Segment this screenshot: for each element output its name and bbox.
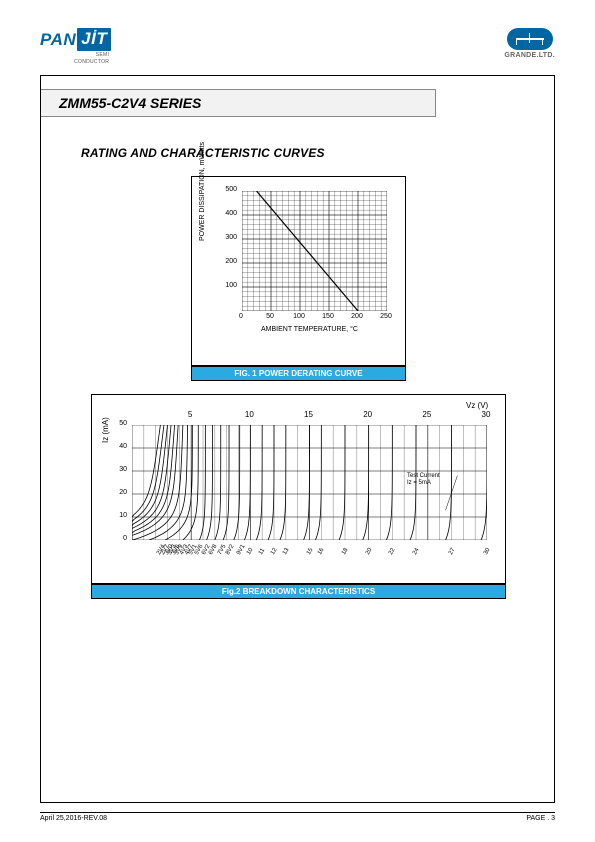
fig1-ytick: 300 bbox=[217, 234, 237, 241]
fig1-ytick: 200 bbox=[217, 258, 237, 265]
fig2-ytick: 30 bbox=[111, 466, 127, 473]
fig1-xtick: 0 bbox=[231, 313, 251, 320]
footer-page: PAGE . 3 bbox=[526, 815, 555, 822]
fig2-top-axis-label: Vz (V) bbox=[466, 401, 488, 410]
page-footer: April 25,2016-REV.08 PAGE . 3 bbox=[40, 812, 555, 822]
fig1-xtick: 50 bbox=[260, 313, 280, 320]
fig1-ytick: 500 bbox=[217, 186, 237, 193]
fig2-y-axis-label: Iz (mA) bbox=[101, 417, 110, 443]
fig2-ytick: 50 bbox=[111, 420, 127, 427]
fig1-y-axis-label: POWER DISSIPATION, mWatts bbox=[199, 142, 206, 241]
fig2-container bbox=[91, 394, 506, 584]
logo-text-jit: JİT bbox=[77, 28, 111, 51]
fig2-ytick: 0 bbox=[111, 535, 127, 542]
footer-date: April 25,2016-REV.08 bbox=[40, 815, 107, 822]
fig2-xtick-top: 20 bbox=[358, 410, 378, 419]
fig1-xtick: 150 bbox=[318, 313, 338, 320]
fig1-x-axis-label: AMBIENT TEMPERATURE, °C bbox=[261, 326, 358, 333]
fig1-xtick: 250 bbox=[376, 313, 396, 320]
logo-text-pan: PAN bbox=[40, 30, 76, 50]
fig1-xtick: 100 bbox=[289, 313, 309, 320]
title-bar: ZMM55-C2V4 SERIES bbox=[41, 89, 436, 117]
fig2-xtick-top: 5 bbox=[180, 410, 200, 419]
fig2-xtick-top: 15 bbox=[299, 410, 319, 419]
fig2-xtick-top: 25 bbox=[417, 410, 437, 419]
fig2-ytick: 20 bbox=[111, 489, 127, 496]
panjit-logo: PAN JİT SEMI CONDUCTOR bbox=[40, 28, 111, 65]
fig2-xtick-top: 10 bbox=[239, 410, 259, 419]
fig1-xtick: 200 bbox=[347, 313, 367, 320]
fig2-caption: Fig.2 BREAKDOWN CHARACTERISTICS bbox=[91, 584, 506, 599]
fig2-note-line2: Iz = 5mA bbox=[407, 480, 431, 486]
fig1-caption: FIG. 1 POWER DERATING CURVE bbox=[191, 366, 406, 381]
fig1-ytick: 400 bbox=[217, 210, 237, 217]
fig2-ytick: 40 bbox=[111, 443, 127, 450]
fig1-container bbox=[191, 176, 406, 366]
fig2-ytick: 10 bbox=[111, 512, 127, 519]
fig2-xtick-top: 30 bbox=[476, 410, 496, 419]
fig2-test-current-note: Test Current Iz = 5mA bbox=[407, 473, 440, 486]
logo-subtext-2: CONDUCTOR bbox=[74, 59, 109, 65]
grande-text: GRANDE.LTD. bbox=[504, 52, 555, 59]
logo-subtext-1: SEMI bbox=[96, 52, 109, 58]
fig1-chart bbox=[242, 191, 387, 311]
grande-logo: GRANDE.LTD. bbox=[504, 28, 555, 59]
fig2-note-line1: Test Current bbox=[407, 473, 440, 479]
capacitor-icon bbox=[507, 28, 553, 50]
fig1-ytick: 100 bbox=[217, 282, 237, 289]
content-frame: ZMM55-C2V4 SERIES RATING AND CHARACTERIS… bbox=[40, 75, 555, 803]
series-title: ZMM55-C2V4 SERIES bbox=[59, 95, 201, 111]
page-header: PAN JİT SEMI CONDUCTOR GRANDE.LTD. bbox=[40, 28, 555, 68]
